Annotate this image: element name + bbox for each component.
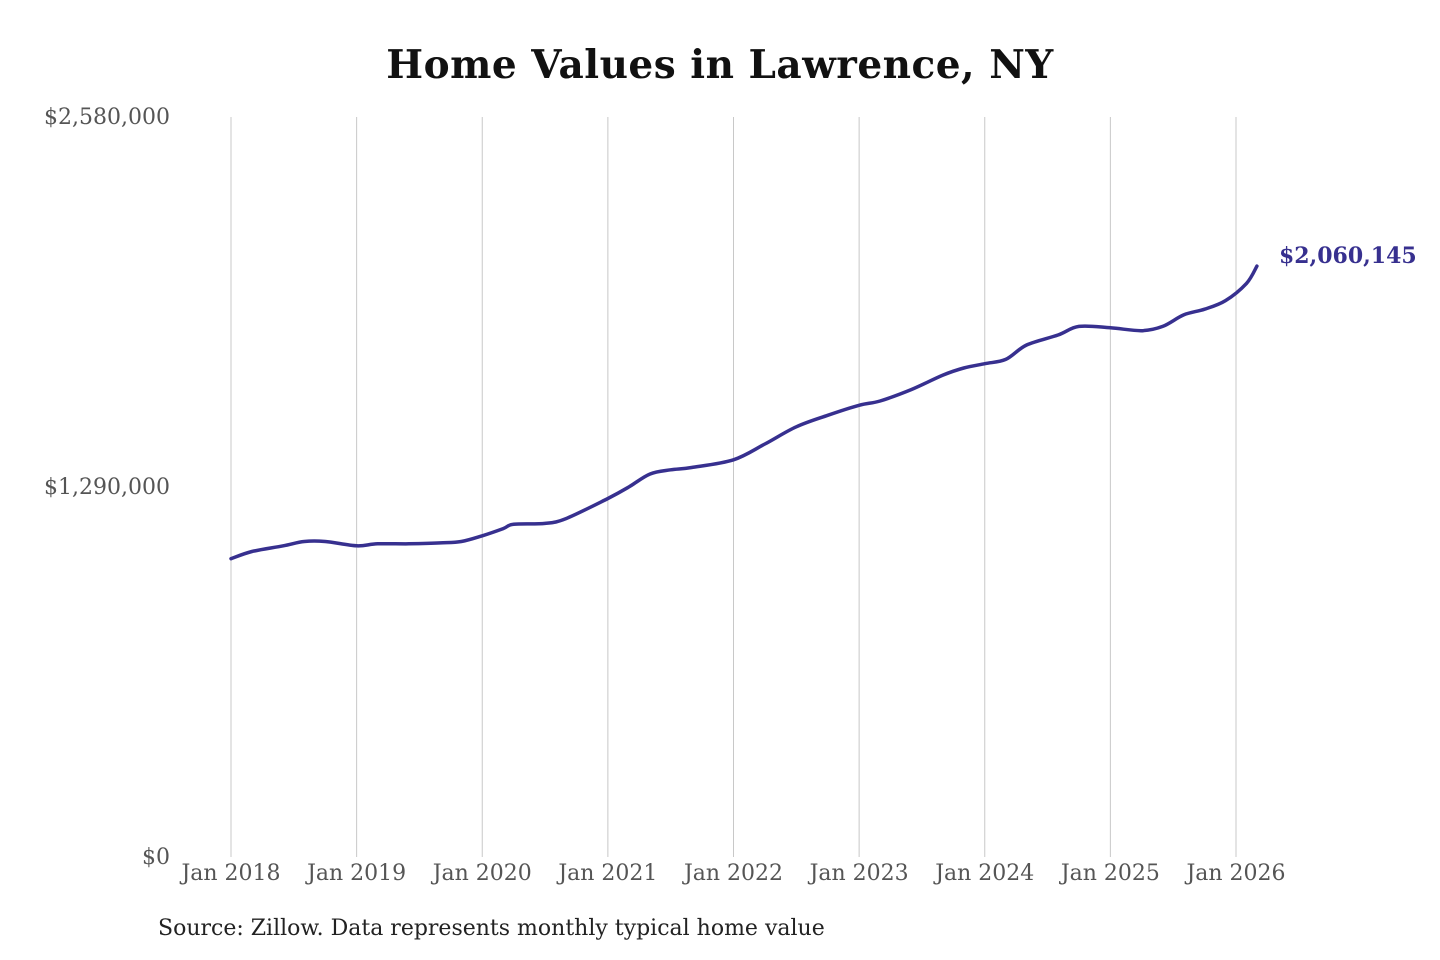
x-tick-label: Jan 2023: [808, 861, 909, 886]
x-tick-label: Jan 2025: [1059, 861, 1160, 886]
x-tick-label: Jan 2021: [556, 861, 657, 886]
y-tick-label: $0: [142, 845, 170, 870]
end-label-layer: $2,060,145: [1279, 243, 1417, 269]
y-tick-label: $1,290,000: [44, 475, 170, 500]
x-tick-label: Jan 2024: [933, 861, 1034, 886]
x-tick-label: Jan 2022: [682, 861, 783, 886]
home-value-line: [229, 264, 1259, 561]
latest-value-label: $2,060,145: [1279, 243, 1417, 269]
chart-title: Home Values in Lawrence, NY: [386, 42, 1054, 88]
x-tick-label: Jan 2018: [179, 861, 280, 886]
y-axis-ticks: $0 $1,290,000 $2,580,000: [44, 105, 170, 870]
x-tick-label: Jan 2020: [431, 861, 532, 886]
x-tick-label: Jan 2026: [1184, 861, 1285, 886]
y-tick-label: $2,580,000: [44, 105, 170, 130]
source-note: Source: Zillow. Data represents monthly …: [158, 916, 825, 941]
x-tick-label: Jan 2019: [305, 861, 406, 886]
series-layer: [229, 264, 1259, 561]
grid-lines: [230, 117, 1237, 857]
x-axis-ticks: Jan 2018 Jan 2019 Jan 2020 Jan 2021 Jan 2022…: [179, 861, 1285, 886]
